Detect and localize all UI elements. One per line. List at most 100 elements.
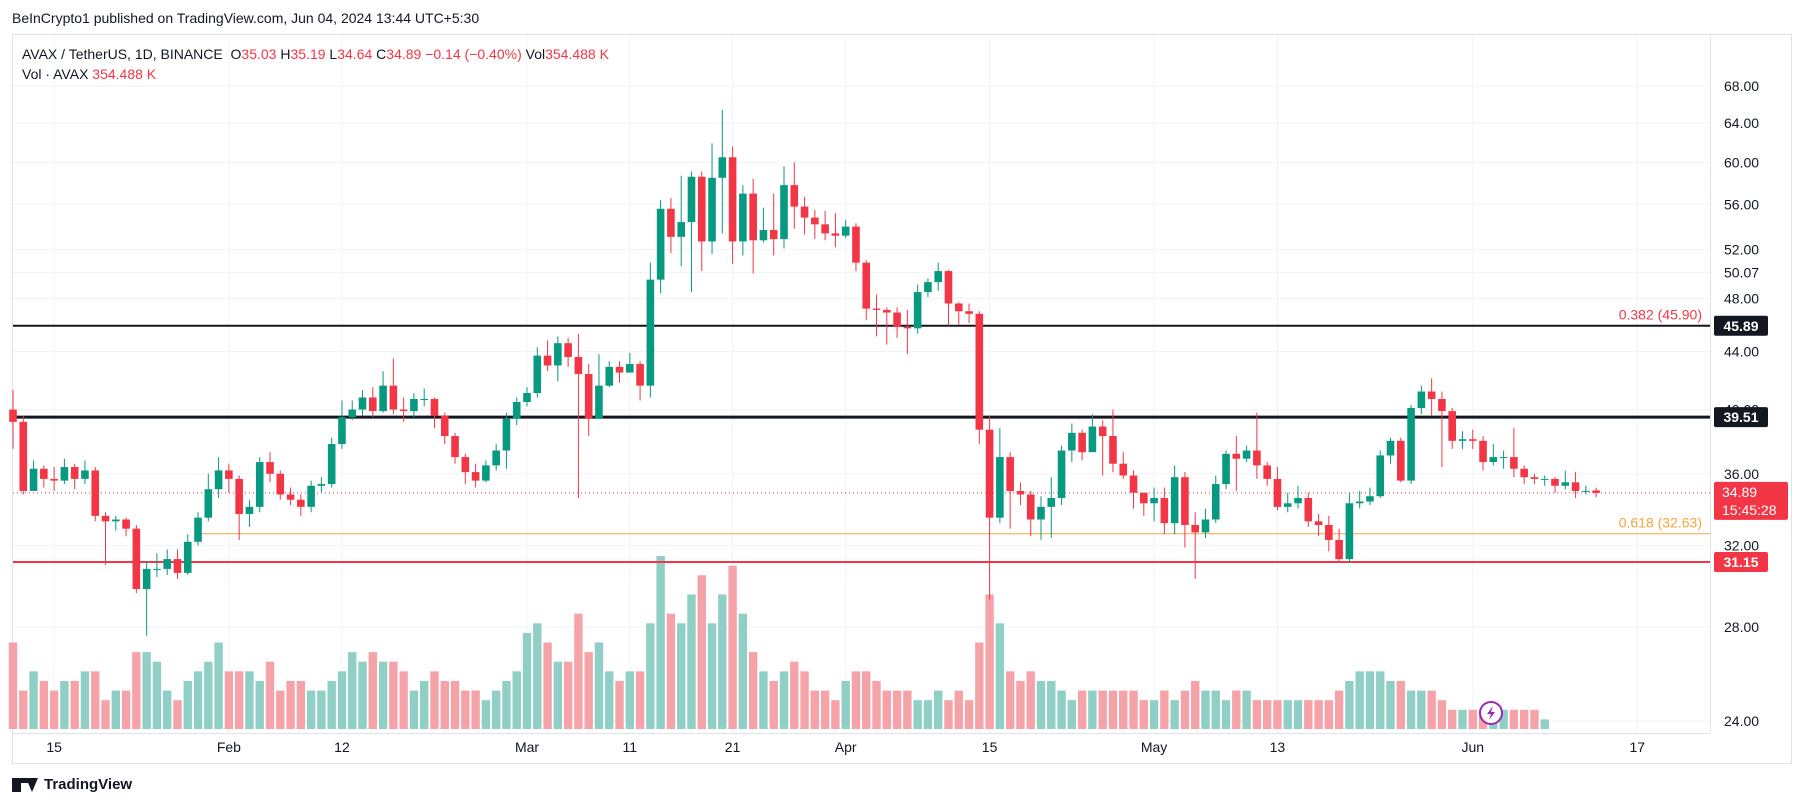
candle-body <box>1427 391 1436 399</box>
candle-body <box>338 417 346 445</box>
volume-bar <box>39 680 49 729</box>
candle-body <box>883 309 891 313</box>
volume-bar <box>49 690 59 729</box>
volume-bar <box>892 690 902 729</box>
volume-bar <box>872 680 881 729</box>
candle-body <box>1098 426 1107 437</box>
volume-bar <box>214 642 223 729</box>
volume-bar <box>1345 680 1354 729</box>
volume-bar <box>440 680 449 729</box>
candle-body <box>1438 398 1446 412</box>
volume-bar <box>163 690 172 729</box>
candle-body <box>194 517 202 542</box>
y-tick-label: 28.00 <box>1724 619 1759 635</box>
candle-body <box>985 429 994 518</box>
candle-body <box>1335 539 1343 560</box>
candle-body <box>410 398 418 412</box>
volume-bar <box>1180 690 1190 729</box>
volume-bar <box>409 690 419 729</box>
candle-body <box>420 398 428 400</box>
x-tick-label: 17 <box>1629 739 1645 755</box>
candle-body <box>1078 432 1086 453</box>
candle-body <box>101 515 110 522</box>
candle-body <box>430 398 439 416</box>
volume-bar <box>1201 690 1210 729</box>
candle-body <box>739 193 747 242</box>
x-tick-label: 12 <box>334 739 350 755</box>
volume-bar <box>995 623 1005 729</box>
volume-bar <box>800 671 809 729</box>
volume-bar <box>1067 700 1077 729</box>
candle-body <box>440 415 449 437</box>
volume-bar <box>1119 690 1128 729</box>
volume-series-label[interactable]: Vol · AVAX <box>22 66 89 82</box>
y-tick-label: 24.00 <box>1724 713 1759 729</box>
volume-bar <box>29 671 38 729</box>
candle-body <box>1510 457 1518 469</box>
candle-body <box>1047 497 1056 507</box>
candle-body <box>523 393 531 402</box>
candle-body <box>584 374 593 419</box>
volume-bar <box>1098 690 1107 729</box>
price-tag-label: 31.15 <box>1723 554 1758 570</box>
footer-brand[interactable]: TradingView <box>12 776 132 793</box>
candle-body <box>512 401 521 419</box>
x-tick-label: 15 <box>46 739 62 755</box>
volume-bar <box>368 652 377 729</box>
volume-bar <box>306 690 316 729</box>
volume-bar <box>1509 709 1519 729</box>
volume-bar <box>594 642 604 729</box>
volume-bar <box>635 671 645 729</box>
candle-body <box>214 470 223 490</box>
volume-bar <box>1036 680 1046 729</box>
candle-body <box>790 185 799 207</box>
volume-bar <box>1437 700 1447 729</box>
volume-bar <box>687 594 696 729</box>
volume-bar <box>8 642 18 729</box>
volume-bar <box>543 642 552 729</box>
candle-body <box>1325 524 1333 540</box>
volume-bar <box>707 623 717 729</box>
volume-bar <box>522 632 532 729</box>
candle-body <box>173 559 182 573</box>
candle-body <box>1417 391 1426 409</box>
ohlc-legend-row: AVAX / TetherUS, 1D, BINANCE O35.03 H35.… <box>22 44 609 64</box>
volume-bar <box>430 671 439 729</box>
volume-bar <box>1365 671 1375 729</box>
candle-body <box>389 385 398 410</box>
volume-bar <box>923 700 933 729</box>
candle-body <box>1150 497 1158 504</box>
symbol-label[interactable]: AVAX / TetherUS, 1D, BINANCE <box>22 46 223 62</box>
candle-body <box>91 470 100 516</box>
volume-bar <box>337 671 347 729</box>
volume-bar <box>1314 700 1323 729</box>
candle-body <box>70 467 79 479</box>
volume-bar <box>193 671 203 729</box>
candle-body <box>1314 521 1323 525</box>
volume-bar <box>1530 709 1539 729</box>
volume-bar <box>399 671 408 729</box>
volume-bar <box>1396 680 1405 729</box>
lightning-icon[interactable] <box>1479 701 1503 725</box>
volume-bar <box>512 671 521 729</box>
volume-bar <box>80 671 90 729</box>
y-tick-label: 52.00 <box>1724 242 1759 258</box>
volume-bar <box>954 690 963 729</box>
volume-bar <box>738 613 748 729</box>
volume-bar <box>1191 680 1200 729</box>
candle-body <box>1397 440 1405 481</box>
y-tick-label: 32.00 <box>1724 538 1759 554</box>
volume-bar <box>1026 671 1035 729</box>
candle-body <box>841 226 850 236</box>
candle-body <box>29 468 38 491</box>
volume-bar <box>1540 719 1549 729</box>
y-tick-label: 44.00 <box>1724 343 1759 359</box>
y-tick-label: 36.00 <box>1724 466 1759 482</box>
candle-body <box>153 568 161 570</box>
x-tick-label: 11 <box>623 739 638 755</box>
volume-bar <box>1149 700 1159 729</box>
candle-body <box>697 176 706 242</box>
candle-body <box>1530 477 1539 479</box>
candle-body <box>1499 457 1508 459</box>
